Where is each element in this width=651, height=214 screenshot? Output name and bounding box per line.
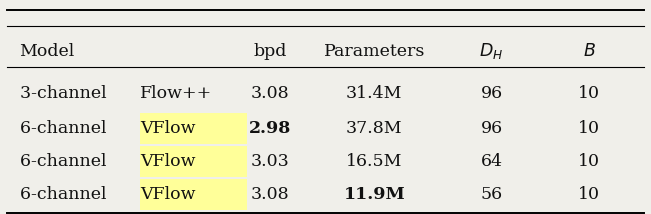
- Text: 10: 10: [578, 120, 600, 137]
- Text: 2.98: 2.98: [249, 120, 291, 137]
- Bar: [140, 146, 247, 177]
- Text: 6-channel: 6-channel: [20, 186, 111, 203]
- Text: 6-channel: 6-channel: [20, 153, 111, 170]
- Text: $D_H$: $D_H$: [479, 41, 504, 61]
- Text: VFlow: VFlow: [140, 120, 195, 137]
- Text: VFlow: VFlow: [140, 186, 195, 203]
- Text: VFlow: VFlow: [140, 153, 195, 170]
- Text: $B$: $B$: [583, 43, 596, 60]
- Text: 3.03: 3.03: [251, 153, 290, 170]
- Bar: [140, 179, 247, 210]
- Text: 16.5M: 16.5M: [346, 153, 402, 170]
- Text: 31.4M: 31.4M: [346, 85, 402, 102]
- Text: 96: 96: [480, 85, 503, 102]
- Text: 96: 96: [480, 120, 503, 137]
- Text: Flow++: Flow++: [140, 85, 212, 102]
- Text: Model: Model: [20, 43, 75, 60]
- Text: bpd: bpd: [253, 43, 287, 60]
- Text: 3.08: 3.08: [251, 186, 290, 203]
- Text: 37.8M: 37.8M: [346, 120, 402, 137]
- Text: 10: 10: [578, 85, 600, 102]
- Text: 64: 64: [480, 153, 503, 170]
- Text: 11.9M: 11.9M: [344, 186, 405, 203]
- Bar: [140, 113, 247, 144]
- Text: 6-channel: 6-channel: [20, 120, 111, 137]
- Text: 3-channel: 3-channel: [20, 85, 112, 102]
- Text: 10: 10: [578, 153, 600, 170]
- Text: 3.08: 3.08: [251, 85, 290, 102]
- Text: Parameters: Parameters: [324, 43, 425, 60]
- Text: 56: 56: [480, 186, 503, 203]
- Text: 10: 10: [578, 186, 600, 203]
